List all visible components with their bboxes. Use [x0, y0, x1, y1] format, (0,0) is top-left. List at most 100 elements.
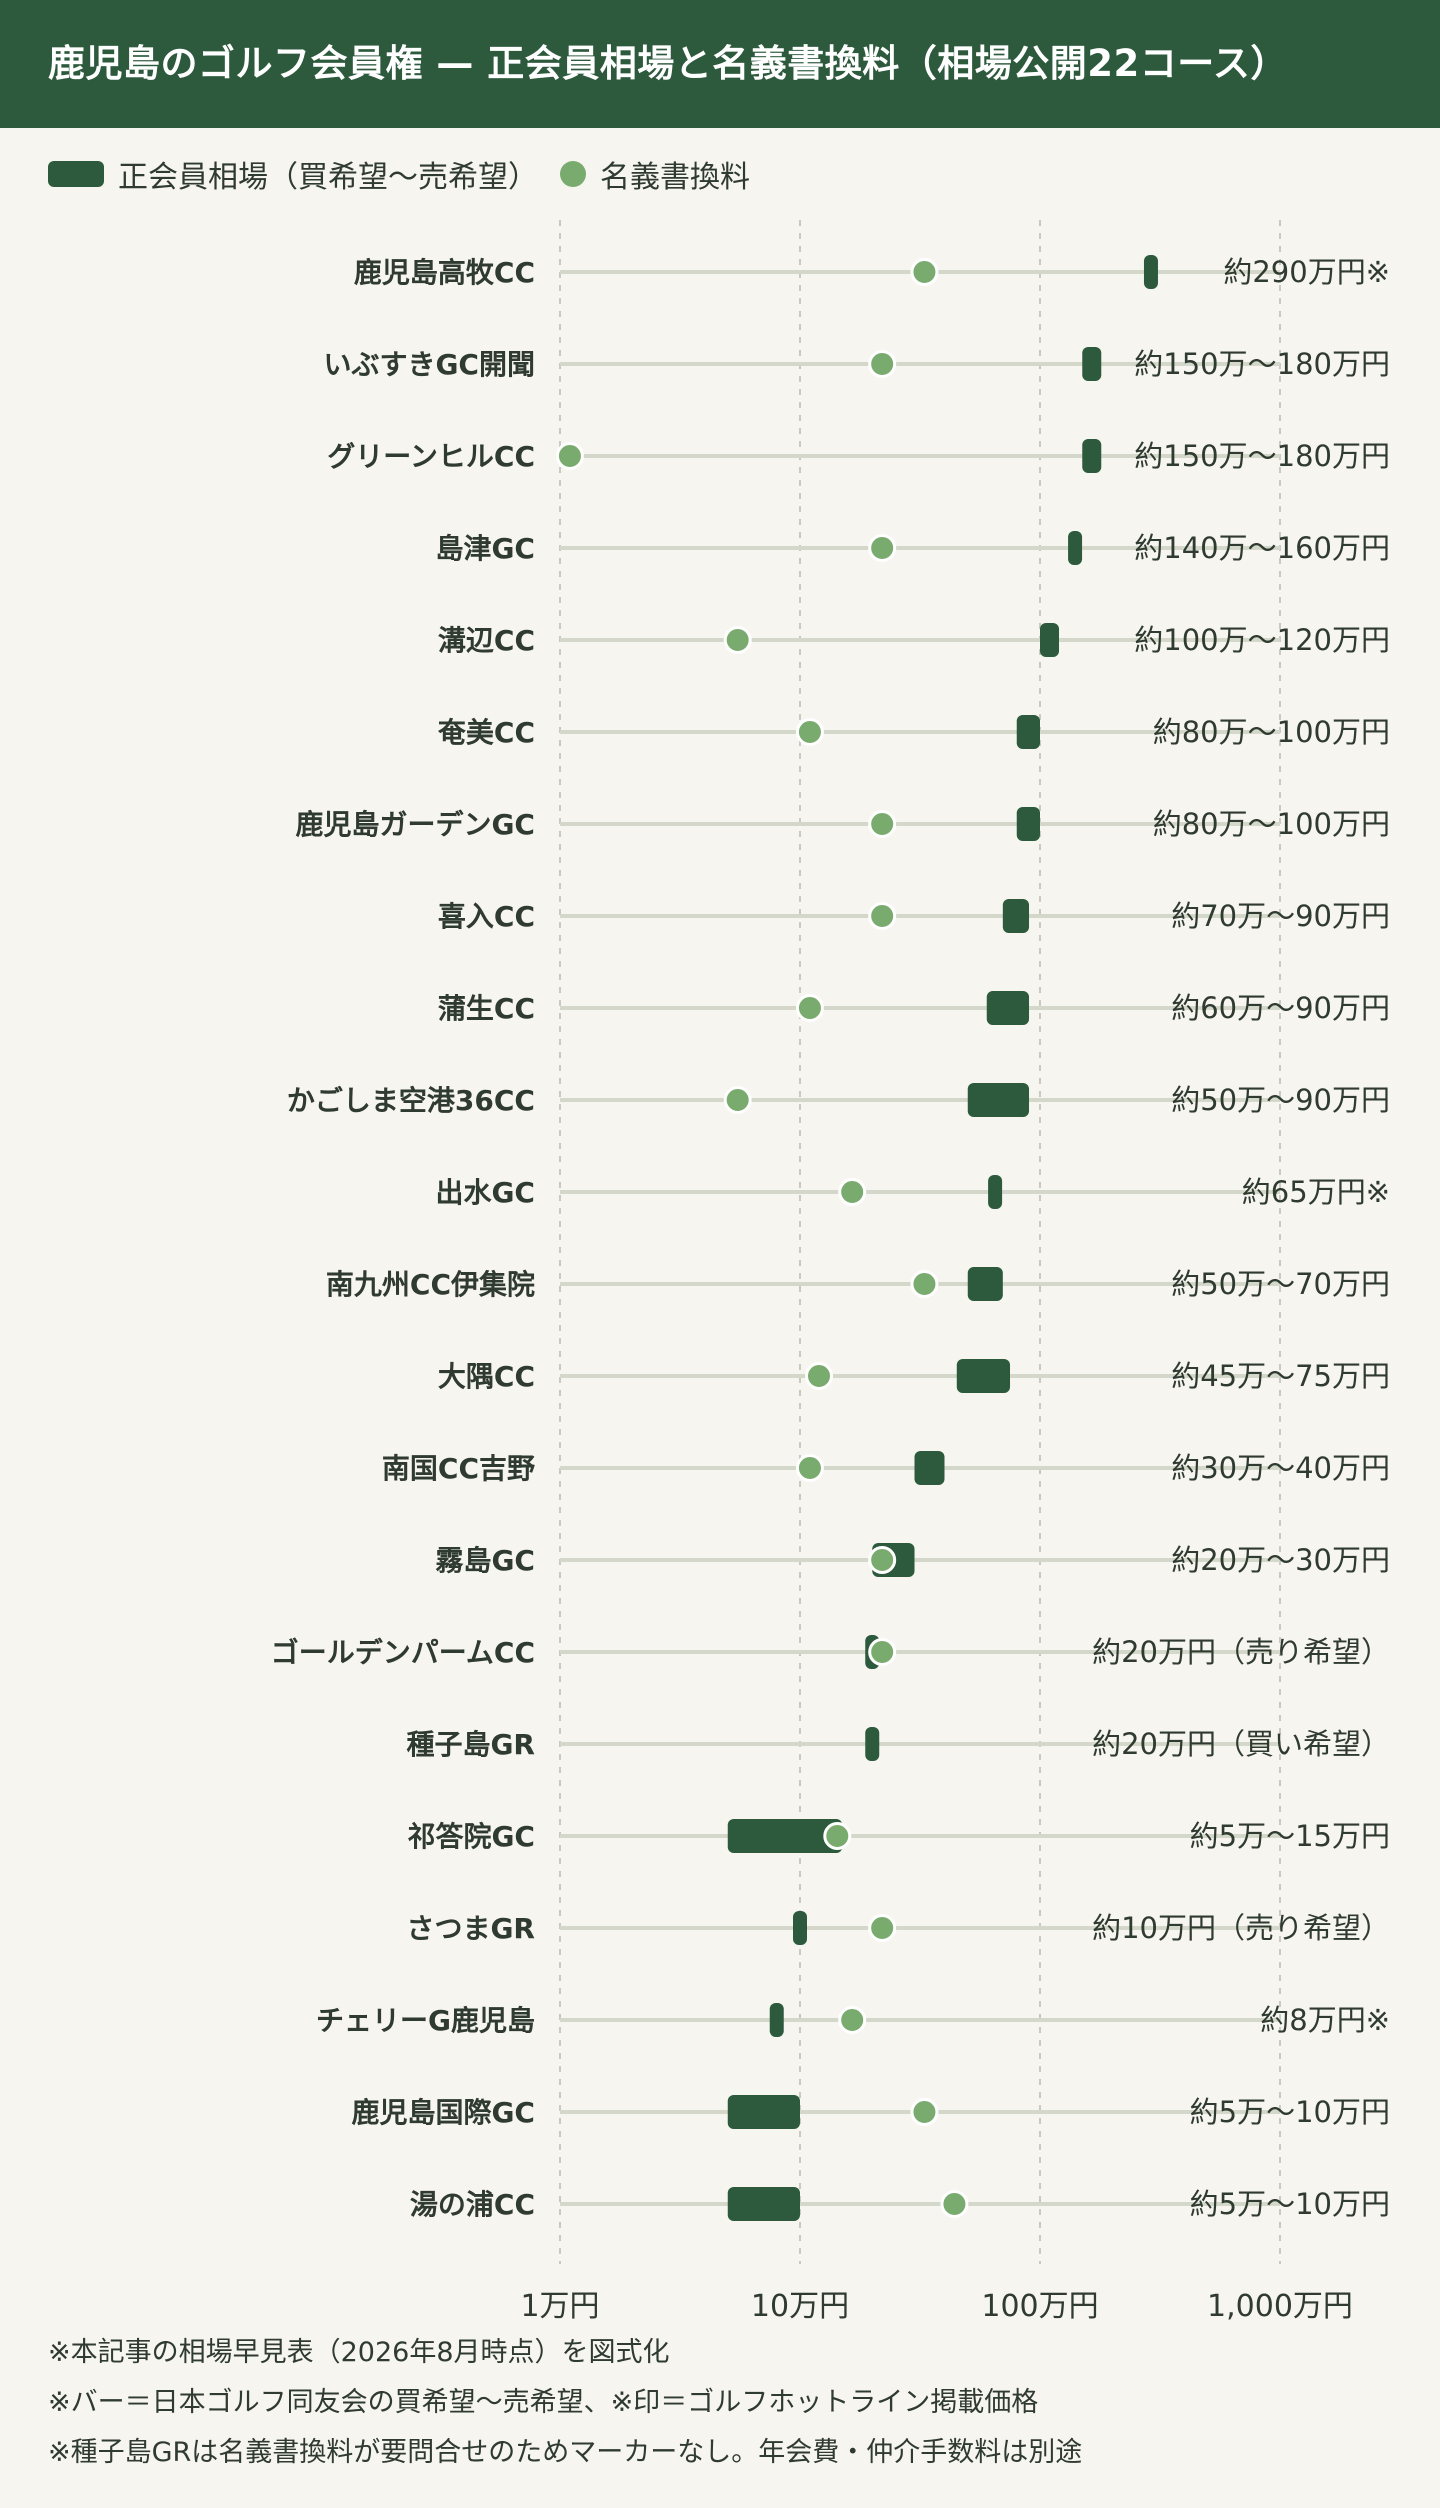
- price-range-bar: [988, 1175, 1003, 1209]
- legend: 正会員相場（買希望〜売希望） 名義書換料: [48, 150, 750, 198]
- course-name: かごしま空港36CC: [287, 1084, 535, 1117]
- course-name: ゴールデンパームCC: [271, 1636, 535, 1669]
- course-name: 大隅CC: [438, 1360, 535, 1393]
- price-label: 約70万〜90万円: [1171, 899, 1390, 933]
- transfer-fee-dot: [555, 442, 584, 470]
- footnotes: ※本記事の相場早見表（2026年8月時点）を図式化 ※バー＝日本ゴルフ同友会の買…: [48, 2328, 1082, 2478]
- price-label: 約30万〜40万円: [1171, 1451, 1390, 1485]
- price-range-bar: [1068, 531, 1083, 565]
- footnote-3: ※種子島GRは名義書換料が要問合せのためマーカーなし。年会費・仲介手数料は別途: [48, 2437, 1083, 2468]
- price-range-bar: [727, 1819, 843, 1853]
- transfer-fee-dot: [868, 1546, 897, 1574]
- transfer-fee-dot: [868, 810, 897, 838]
- price-label: 約80万〜100万円: [1153, 807, 1390, 841]
- transfer-fee-dot: [795, 718, 824, 746]
- price-label: 約20万円（買い希望）: [1092, 1727, 1390, 1761]
- x-tick-label: 1,000万円: [1207, 2289, 1353, 2320]
- course-name: グリーンヒルCC: [327, 440, 535, 473]
- price-label: 約5万〜15万円: [1190, 1819, 1390, 1853]
- course-name: 南九州CC伊集院: [326, 1268, 535, 1301]
- transfer-fee-dot: [868, 902, 897, 930]
- transfer-fee-dot: [940, 2190, 969, 2218]
- course-name: 種子島GR: [406, 1728, 535, 1761]
- header: 鹿児島のゴルフ会員権 — 正会員相場と名義書換料（相場公開22コース）: [0, 0, 1440, 128]
- price-label: 約140万〜160万円: [1134, 531, 1390, 565]
- course-name: 蒲生CC: [438, 992, 535, 1025]
- price-label: 約150万〜180万円: [1134, 347, 1390, 381]
- transfer-fee-dot: [868, 1914, 897, 1942]
- price-label: 約5万〜10万円: [1190, 2187, 1390, 2221]
- page-title: 鹿児島のゴルフ会員権 — 正会員相場と名義書換料（相場公開22コース）: [48, 42, 1288, 85]
- price-range-bar: [1082, 439, 1102, 473]
- price-range-bar: [1082, 347, 1102, 381]
- price-label: 約20万円（売り希望）: [1092, 1635, 1390, 1669]
- course-name: 祁答院GC: [407, 1820, 535, 1853]
- course-name: いぶすきGC開聞: [323, 348, 535, 381]
- transfer-fee-dot: [868, 350, 897, 378]
- price-range-bar: [967, 1083, 1030, 1117]
- price-range-bar: [986, 991, 1030, 1025]
- price-range-bar: [727, 2095, 800, 2129]
- transfer-fee-dot: [838, 1178, 867, 1206]
- legend-dot-swatch: [560, 161, 586, 187]
- price-label: 約50万〜70万円: [1171, 1267, 1390, 1301]
- course-name: 奄美CC: [438, 716, 535, 749]
- price-label: 約150万〜180万円: [1134, 439, 1390, 473]
- transfer-fee-dot: [868, 1638, 897, 1666]
- price-label: 約100万〜120万円: [1134, 623, 1390, 657]
- course-name: 南国CC吉野: [382, 1452, 535, 1485]
- course-name: 鹿児島国際GC: [351, 2096, 535, 2129]
- transfer-fee-dot: [723, 626, 752, 654]
- x-tick-label: 100万円: [981, 2289, 1098, 2320]
- legend-bar-swatch: [48, 161, 104, 187]
- footnote-2: ※バー＝日本ゴルフ同友会の買希望〜売希望、※印＝ゴルフホットライン掲載価格: [48, 2387, 1039, 2418]
- price-range-bar: [1002, 899, 1030, 933]
- price-label: 約65万円※: [1242, 1175, 1390, 1209]
- price-range-bar: [1016, 807, 1040, 841]
- course-name: 湯の浦CC: [410, 2188, 535, 2221]
- price-range-bar: [793, 1911, 807, 1945]
- price-label: 約10万円（売り希望）: [1092, 1911, 1390, 1945]
- x-tick-label: 10万円: [751, 2289, 849, 2320]
- price-range-bar: [865, 1727, 880, 1761]
- price-range-bar: [1016, 715, 1040, 749]
- legend-dot-label: 名義書換料: [600, 160, 750, 195]
- course-name: 鹿児島ガーデンGC: [295, 808, 535, 841]
- transfer-fee-dot: [910, 1270, 939, 1298]
- course-name: 出水GC: [435, 1176, 535, 1209]
- transfer-fee-dot: [868, 534, 897, 562]
- price-range-bar: [1143, 255, 1158, 289]
- transfer-fee-dot: [795, 1454, 824, 1482]
- course-name: 喜入CC: [438, 900, 535, 933]
- x-tick-label: 1万円: [520, 2289, 599, 2320]
- price-label: 約20万〜30万円: [1171, 1543, 1390, 1577]
- course-name: チェリーG鹿児島: [316, 2004, 535, 2037]
- price-range-bar: [769, 2003, 784, 2037]
- price-label: 約80万〜100万円: [1153, 715, 1390, 749]
- transfer-fee-dot: [795, 994, 824, 1022]
- legend-bar-label: 正会員相場（買希望〜売希望）: [118, 160, 538, 195]
- price-range-bar: [956, 1359, 1011, 1393]
- price-label: 約290万円※: [1223, 255, 1390, 289]
- course-name: 鹿児島高牧CC: [354, 256, 535, 289]
- transfer-fee-dot: [910, 2098, 939, 2126]
- transfer-fee-dot: [838, 2006, 867, 2034]
- price-label: 約45万〜75万円: [1171, 1359, 1390, 1393]
- price-range-bar: [914, 1451, 945, 1485]
- course-name: 霧島GC: [435, 1544, 535, 1577]
- transfer-fee-dot: [823, 1822, 852, 1850]
- price-label: 約60万〜90万円: [1171, 991, 1390, 1025]
- price-range-bar: [967, 1267, 1003, 1301]
- transfer-fee-dot: [805, 1362, 834, 1390]
- chart: 1万円 10万円 100万円 1,000万円 鹿児島高牧CC 約290万円※ いぶすきGC開…: [271, 220, 1390, 2320]
- course-name: 島津GC: [435, 532, 535, 565]
- price-label: 約50万〜90万円: [1171, 1083, 1390, 1117]
- price-label: 約5万〜10万円: [1190, 2095, 1390, 2129]
- transfer-fee-dot: [723, 1086, 752, 1114]
- course-name: さつまGR: [406, 1912, 535, 1945]
- footnote-1: ※本記事の相場早見表（2026年8月時点）を図式化: [48, 2337, 670, 2368]
- price-range-bar: [727, 2187, 800, 2221]
- course-name: 溝辺CC: [438, 624, 535, 657]
- price-label: 約8万円※: [1260, 2003, 1390, 2037]
- transfer-fee-dot: [910, 258, 939, 286]
